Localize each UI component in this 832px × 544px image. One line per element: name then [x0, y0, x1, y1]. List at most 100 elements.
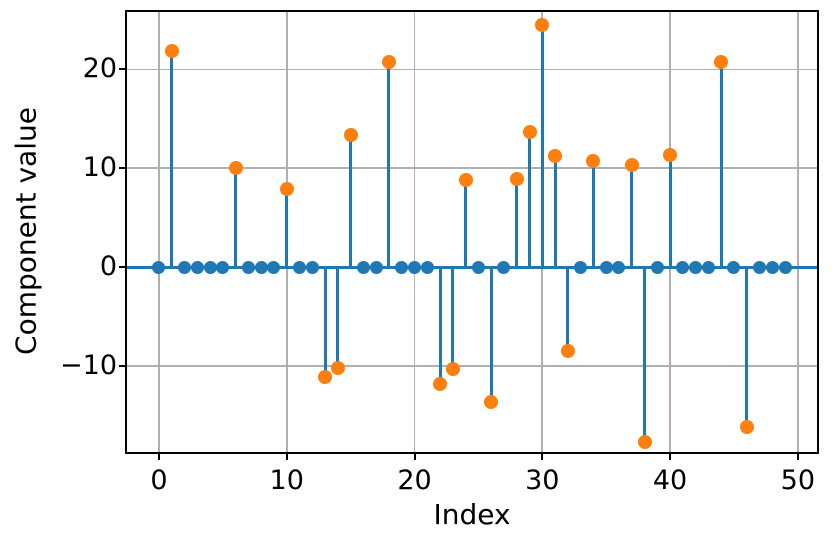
stem-marker	[330, 360, 345, 375]
y-gridline	[127, 167, 817, 170]
zero-marker	[612, 260, 626, 274]
zero-marker	[356, 260, 370, 274]
stem-marker	[739, 420, 754, 435]
zero-marker	[190, 260, 204, 274]
zero-marker	[216, 260, 230, 274]
zero-marker	[420, 260, 434, 274]
zero-marker	[408, 260, 421, 274]
y-tick-label: 20	[82, 53, 117, 85]
stem-line	[170, 50, 174, 269]
stem-line	[515, 179, 519, 269]
stem-marker	[637, 435, 652, 450]
stem-marker	[714, 55, 729, 70]
stem-marker	[509, 172, 524, 187]
stem-marker	[484, 394, 499, 409]
zero-marker	[778, 260, 792, 274]
x-tick-label: 50	[780, 465, 816, 496]
zero-marker	[178, 260, 191, 274]
zero-marker	[254, 260, 268, 274]
x-tick	[796, 454, 799, 460]
zero-marker	[765, 260, 779, 274]
zero-marker	[753, 260, 766, 274]
stem-marker	[624, 158, 639, 173]
zero-marker	[305, 260, 319, 274]
zero-marker	[701, 260, 715, 274]
zero-marker	[689, 260, 703, 274]
stem-marker	[535, 17, 550, 32]
plot-area: 0 10 20 30 40 50 −10 0 10 20	[60, 10, 819, 496]
stem-line	[323, 267, 327, 379]
y-gridline	[127, 365, 817, 367]
x-tick-label: 10	[269, 465, 304, 496]
x-tick-label: 40	[652, 465, 688, 496]
stem-marker	[522, 124, 537, 139]
stem-line	[438, 267, 442, 386]
zero-marker	[471, 260, 485, 274]
y-tick	[119, 68, 125, 71]
stem-line	[528, 131, 531, 269]
stem-marker	[548, 149, 563, 164]
zero-marker	[241, 260, 255, 274]
stem-marker	[663, 148, 678, 163]
stem-line	[630, 165, 634, 269]
stem-line	[336, 267, 340, 370]
stem-line	[234, 168, 238, 269]
stem-marker	[318, 369, 333, 384]
x-tick	[669, 454, 672, 460]
zero-marker	[267, 260, 281, 274]
stem-marker	[164, 43, 179, 58]
y-tick-label: 0	[99, 251, 117, 283]
stem-marker	[586, 154, 601, 169]
x-tick-label: 0	[150, 465, 168, 496]
zero-marker	[574, 260, 588, 274]
x-gridline	[797, 12, 799, 452]
x-gridline	[413, 12, 416, 452]
stem-marker	[279, 181, 294, 196]
x-tick-label: 20	[397, 465, 432, 496]
stem-line	[489, 267, 493, 404]
zero-marker	[727, 260, 741, 274]
stem-marker	[445, 361, 460, 376]
stem-line	[464, 180, 468, 269]
stem-marker	[343, 127, 358, 142]
y-gridline	[127, 68, 817, 71]
y-tick-label: −10	[60, 349, 117, 381]
x-tick	[413, 454, 416, 460]
stem-marker	[458, 173, 473, 188]
x-gridline	[158, 12, 160, 452]
stem-line	[668, 155, 672, 269]
x-tick-label: 30	[525, 465, 560, 496]
zero-marker	[293, 260, 306, 274]
zero-marker	[203, 260, 217, 274]
zero-marker	[152, 260, 166, 274]
stem-line	[451, 267, 455, 371]
zero-marker	[395, 260, 409, 274]
zero-marker	[369, 260, 383, 274]
stem-line	[540, 24, 544, 269]
zero-marker	[497, 260, 511, 274]
stem-line	[643, 267, 646, 444]
x-axis-label: Index	[433, 498, 511, 531]
stem-line	[349, 134, 353, 269]
y-tick	[119, 167, 125, 170]
y-axis-label: Component value	[9, 107, 43, 355]
x-tick	[157, 454, 160, 460]
y-tick-label: 10	[82, 152, 117, 184]
stem-line	[387, 62, 391, 269]
y-tick	[119, 364, 125, 367]
x-tick	[541, 454, 544, 460]
stem-marker	[560, 344, 575, 359]
stem-line	[591, 161, 595, 269]
stem-line	[285, 188, 289, 269]
stem-line	[719, 62, 723, 269]
y-tick	[119, 266, 125, 269]
zero-marker	[650, 260, 664, 274]
stem-marker	[381, 55, 396, 70]
x-tick	[285, 454, 288, 460]
stem-line	[566, 267, 570, 353]
stem-marker	[228, 161, 243, 176]
stem-line	[745, 267, 749, 429]
zero-marker	[599, 260, 613, 274]
stem-line	[553, 156, 557, 269]
